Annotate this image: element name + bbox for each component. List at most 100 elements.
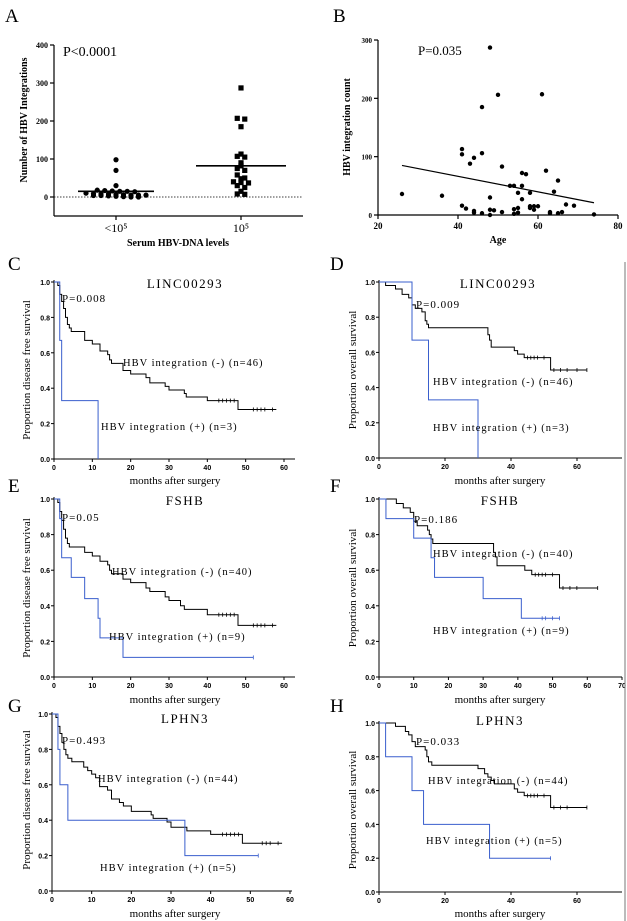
survival-curve-positive (54, 281, 99, 459)
data-point (527, 190, 533, 196)
data-point (519, 183, 525, 189)
data-point (547, 211, 553, 216)
x-tick-label: 60 (286, 897, 294, 904)
y-axis-label: Proportion overall survival (347, 751, 359, 870)
group-label-positive: HBV integration (+) (n=5) (100, 863, 237, 874)
data-point (143, 192, 149, 198)
data-point (463, 206, 469, 211)
data-point (519, 197, 525, 202)
x-tick-label: 0 (377, 898, 381, 905)
x-tick-label: 40 (454, 221, 464, 231)
data-point (571, 203, 577, 208)
data-point (471, 155, 477, 161)
x-tick-label: 20 (441, 898, 449, 905)
y-axis-label: Proportion disease free survival (21, 730, 33, 870)
y-tick-label: 0.8 (365, 315, 375, 322)
x-axis-label: months after surgery (130, 908, 221, 920)
x-tick-label: 10⁵ (233, 221, 249, 235)
x-tick-label: 50 (246, 897, 254, 904)
x-tick-label: 80 (614, 221, 624, 231)
regression-line (401, 164, 595, 204)
y-tick-label: 0.2 (365, 421, 375, 428)
data-point (551, 189, 557, 194)
x-tick-label: 20 (374, 221, 384, 231)
data-point (519, 170, 525, 176)
x-tick-label: 20 (127, 683, 135, 690)
y-tick-label: 0.6 (40, 351, 50, 358)
data-point (242, 191, 248, 197)
y-tick-label: 0.4 (365, 604, 375, 611)
panel-letter: H (330, 696, 344, 717)
y-tick-label: 1.0 (365, 497, 375, 504)
data-point (234, 115, 240, 121)
data-point (234, 183, 240, 189)
p-value: P=0.05 (62, 512, 100, 524)
data-point (559, 209, 565, 215)
survival-curve-positive (379, 498, 560, 619)
data-point (113, 191, 119, 197)
data-point (515, 210, 521, 215)
x-tick-label: 50 (549, 683, 557, 690)
panel-b: B 0 100 200 300 20 40 60 80 P=0.035 HBV integratio… (333, 6, 623, 246)
x-tick-label: 0 (377, 464, 381, 471)
y-tick-label: 0.2 (38, 854, 48, 861)
x-tick-label: 60 (573, 898, 581, 905)
chart-title: LINC00293 (460, 276, 536, 291)
y-axis-label: Proportion overall survival (347, 529, 359, 648)
group-label-negative: HBV integration (-) (n=46) (433, 377, 574, 388)
survival-curve-positive (54, 498, 254, 658)
y-axis-label: Number of HBV Integrations (19, 57, 30, 182)
p-value: P=0.033 (416, 736, 460, 748)
y-tick-label: 0.2 (365, 856, 375, 863)
data-point (128, 192, 134, 198)
y-tick-label: 100 (362, 154, 373, 162)
survival-curve-negative (52, 713, 283, 844)
data-point (90, 190, 97, 197)
y-tick-label: 0.4 (365, 822, 375, 829)
data-point (479, 104, 485, 110)
data-point (563, 202, 569, 207)
data-point (230, 179, 237, 185)
data-point (234, 153, 240, 159)
survival-curve-negative (379, 281, 587, 371)
y-tick-label: 0.6 (365, 568, 375, 575)
y-tick-label: 0.8 (40, 533, 50, 540)
p-value: P=0.035 (418, 43, 462, 58)
data-point (238, 160, 244, 166)
data-point (459, 203, 465, 208)
x-tick-label: 60 (573, 464, 581, 471)
y-tick-label: 0 (44, 193, 48, 202)
survival-curve-negative (54, 281, 277, 410)
y-tick-label: 0.8 (365, 533, 375, 540)
data-point (467, 161, 473, 166)
chart-title: LPHN3 (476, 713, 524, 728)
data-point (479, 150, 485, 156)
y-tick-label: 0.8 (38, 747, 48, 754)
x-tick-label: 30 (165, 683, 173, 690)
data-point (98, 191, 104, 197)
p-value: P=0.009 (416, 299, 460, 311)
y-tick-label: 0.0 (38, 889, 48, 896)
data-point (234, 191, 240, 197)
group-label-negative: HBV integration (-) (n=46) (123, 358, 264, 369)
data-point (487, 212, 493, 218)
survival-curve-positive (379, 281, 479, 458)
panel-letter: E (8, 476, 20, 497)
data-point (135, 192, 142, 198)
chart-title: FSHB (166, 493, 205, 508)
data-point (242, 184, 248, 191)
x-tick-label: 0 (52, 683, 56, 690)
data-point (234, 165, 240, 172)
y-tick-label: 0.4 (38, 818, 48, 825)
x-axis-label: months after surgery (130, 694, 221, 706)
x-tick-label: 40 (207, 897, 215, 904)
group-label-positive: HBV integration (+) (n=9) (433, 626, 570, 637)
data-point (531, 204, 537, 209)
data-point (479, 211, 485, 216)
data-point (238, 188, 244, 194)
y-tick-label: 0.6 (38, 783, 48, 790)
data-point (511, 206, 517, 212)
group-label-positive: HBV integration (+) (n=3) (433, 423, 570, 434)
x-axis-label: months after surgery (455, 475, 546, 487)
y-tick-label: 1.0 (40, 280, 50, 287)
